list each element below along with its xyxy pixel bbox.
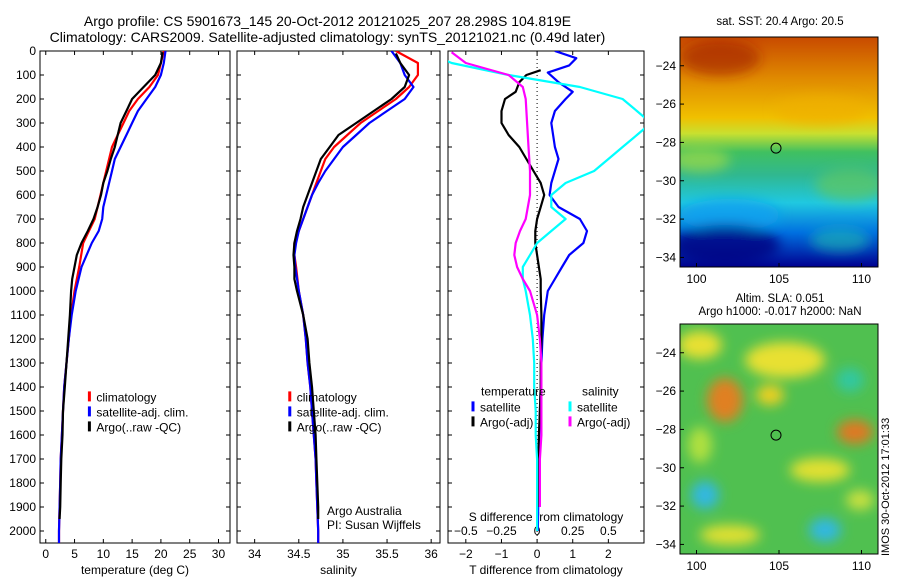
x-tick-label: 15 — [125, 547, 139, 561]
map-y-tick-label: −24 — [656, 346, 677, 360]
legend-label: satellite-adj. clim. — [96, 405, 188, 419]
legend-title-salinity: salinity — [582, 384, 619, 398]
x-tick-label: −1 — [495, 547, 509, 561]
figure-title-line2: Climatology: CARS2009. Satellite-adjuste… — [49, 29, 606, 45]
y-tick-label: 300 — [16, 116, 36, 130]
map-x-tick-label: 110 — [852, 272, 871, 286]
y-tick-label: 900 — [16, 260, 36, 274]
y-tick-label: 2000 — [9, 524, 36, 538]
x-tick-label: 5 — [71, 547, 78, 561]
difference-profile-panel: −2 −1 0 1 2 T difference from climatology −0.5… — [447, 50, 645, 577]
x-tick-label: 10 — [97, 547, 111, 561]
legend-label: Argo(..raw -QC) — [96, 420, 181, 434]
sla-map-title-line2: Argo h1000: -0.017 h2000: NaN — [698, 306, 862, 318]
s-diff-tick-label: −0.5 — [454, 524, 478, 538]
x-tick-label: 0 — [534, 547, 541, 561]
s-diff-tick-label: 0.5 — [600, 524, 617, 538]
y-tick-label: 1900 — [9, 500, 36, 514]
y-tick-label: 400 — [16, 140, 36, 154]
y-tick-label: 1100 — [10, 308, 36, 322]
s-diff-tick-label: −0.25 — [486, 524, 517, 538]
legend-label: satellite — [577, 400, 618, 414]
y-tick-label: 1000 — [9, 284, 36, 298]
map-x-tick-label: 110 — [852, 559, 871, 573]
x-tick-label: 25 — [183, 547, 197, 561]
x-tick-label: 1 — [569, 547, 576, 561]
y-tick-label: 800 — [16, 236, 36, 250]
plot-frame-1 — [39, 50, 231, 544]
series-line-argo-raw-qc- — [58, 52, 164, 520]
x-tick-label: 30 — [212, 547, 226, 561]
y-tick-label: 200 — [16, 92, 36, 106]
y-tick-label: 1400 — [9, 380, 36, 394]
series-line-satellite — [448, 60, 644, 531]
sla-map: 100 105 110 −24 −26 −28 −30 −32 −34 — [656, 323, 879, 573]
map-y-tick-label: −28 — [656, 135, 677, 149]
map-y-tick-label: −28 — [656, 422, 677, 436]
s-diff-axis-label: S difference from climatology — [469, 510, 624, 524]
legend-title-temperature: temperature — [481, 384, 546, 398]
series-line-argo-raw-qc- — [292, 52, 411, 519]
map-y-tick-label: −30 — [656, 461, 677, 475]
series-line-argo-adj- — [450, 51, 543, 507]
sla-map-title-line1: Altim. SLA: 0.051 — [735, 293, 825, 305]
legend-label: satellite — [480, 400, 521, 414]
annotation-text: Argo Australia — [327, 504, 402, 518]
x-tick-label: 20 — [154, 547, 168, 561]
x-tick-label: 35.5 — [375, 547, 399, 561]
y-tick-label: 1300 — [9, 356, 36, 370]
annotation-text: PI: Susan Wijffels — [327, 518, 421, 532]
series-line-satellite-adj-clim- — [293, 51, 415, 543]
legend-label: Argo(-adj) — [480, 415, 533, 429]
legend-label: Argo(..raw -QC) — [297, 420, 382, 434]
map-x-tick-label: 105 — [769, 559, 789, 573]
temperature-profile-panel: 0100200300400500600700800900100011001200… — [9, 44, 231, 577]
x-tick-label: 34 — [248, 547, 262, 561]
x-tick-label: 2 — [605, 547, 612, 561]
map-y-tick-label: −30 — [656, 174, 677, 188]
y-tick-label: 1500 — [9, 404, 36, 418]
legend-label: Argo(-adj) — [577, 415, 630, 429]
legend-label: satellite-adj. clim. — [297, 405, 389, 419]
argo-location-marker-sst — [770, 142, 782, 154]
map-y-tick-label: −34 — [656, 250, 677, 264]
map-y-tick-label: −34 — [656, 537, 677, 551]
map-y-tick-label: −32 — [656, 499, 677, 513]
legend-label: climatology — [96, 390, 156, 404]
sst-map: 100 105 110 −24 −26 −28 −30 −32 −34 — [656, 36, 879, 286]
sst-map-title: sat. SST: 20.4 Argo: 20.5 — [716, 16, 844, 28]
map-y-tick-label: −26 — [656, 384, 677, 398]
map-x-tick-label: 100 — [686, 559, 706, 573]
salinity-profile-panel: 34 34.5 35 35.5 36 salinity climatologysatelli… — [236, 50, 441, 577]
y-tick-label: 600 — [16, 188, 36, 202]
y-tick-label: 1600 — [9, 428, 36, 442]
y-tick-label: 700 — [16, 212, 36, 226]
x-tick-label: 34.5 — [287, 547, 311, 561]
map-y-tick-label: −26 — [656, 97, 677, 111]
y-tick-label: 500 — [16, 164, 36, 178]
x-tick-label: 0 — [42, 547, 49, 561]
y-tick-label: 1700 — [9, 452, 36, 466]
x-tick-label: −2 — [459, 547, 473, 561]
map-y-tick-label: −32 — [656, 212, 677, 226]
x-axis-label: T difference from climatology — [469, 563, 623, 577]
x-tick-label: 35 — [336, 547, 350, 561]
y-tick-label: 0 — [29, 44, 36, 58]
plot-frame-2 — [236, 50, 441, 544]
s-diff-tick-label: 0.25 — [561, 524, 585, 538]
argo-location-marker-sla — [770, 429, 782, 441]
x-axis-label: temperature (deg C) — [81, 563, 189, 577]
y-tick-label: 1200 — [9, 332, 36, 346]
legend-label: climatology — [297, 390, 357, 404]
map-x-tick-label: 105 — [769, 272, 789, 286]
y-tick-label: 1800 — [9, 476, 36, 490]
x-axis-label: salinity — [320, 563, 357, 577]
map-x-tick-label: 100 — [686, 272, 706, 286]
figure-title-line1: Argo profile: CS 5901673_145 20-Oct-2012… — [83, 13, 572, 29]
y-tick-label: 100 — [16, 68, 36, 82]
x-tick-label: 36 — [424, 547, 438, 561]
map-y-tick-label: −24 — [656, 59, 677, 73]
